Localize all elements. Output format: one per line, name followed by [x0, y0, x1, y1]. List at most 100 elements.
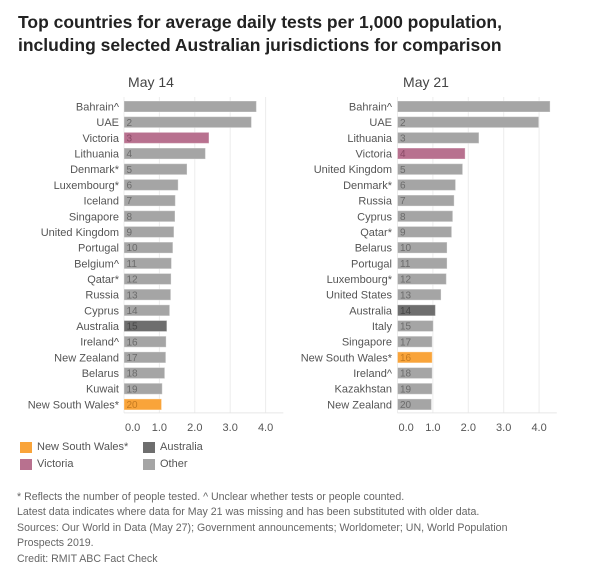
bar: [123, 147, 206, 160]
footnote-sources: Sources: Our World in Data (May 27); Gov…: [17, 521, 508, 534]
legend-label-nsw: New South Wales*: [37, 441, 129, 453]
bar: [123, 163, 188, 176]
rank-label: 14: [127, 306, 139, 317]
bar-row: Qatar* 12: [87, 272, 172, 286]
rank-label: 5: [400, 165, 406, 176]
bar-row: Lithuania 3: [347, 131, 480, 145]
rank-label: 8: [127, 212, 133, 223]
legend-swatch-victoria: [20, 459, 32, 470]
category-label: Portugal: [78, 243, 119, 255]
bar-row: Australia 15: [76, 320, 168, 333]
bar: [397, 272, 447, 285]
category-label: UAE: [369, 117, 392, 129]
rank-label: 13: [127, 290, 139, 301]
rank-label: 11: [400, 259, 411, 270]
category-label: Victoria: [356, 149, 393, 161]
category-label: Ireland^: [353, 368, 393, 380]
category-label: United States: [326, 290, 393, 302]
x-tick-label: 1.0: [425, 422, 440, 434]
rank-label: 3: [400, 133, 406, 144]
rank-label: 12: [400, 275, 412, 286]
category-label: Singapore: [342, 337, 392, 349]
bar-row: New Zealand 20: [327, 398, 432, 411]
chart-title-line-1: Top countries for average daily tests pe…: [18, 12, 502, 32]
bar-row: Singapore 17: [342, 335, 433, 349]
rank-label: 10: [400, 243, 412, 254]
category-label: Australia: [349, 305, 393, 317]
rank-label: 9: [127, 228, 133, 239]
category-label: Belgium^: [74, 258, 120, 270]
category-label: New Zealand: [327, 399, 392, 411]
x-tick-label: 1.0: [152, 422, 167, 434]
bar-row: United Kingdom 5: [314, 163, 464, 176]
bar-row: Kazakhstan 19: [335, 382, 433, 396]
rank-label: 6: [127, 181, 133, 192]
category-label: Qatar*: [360, 227, 393, 239]
bar: [123, 288, 172, 301]
bar-row: Australia 14: [349, 304, 436, 317]
legend-swatch-nsw: [20, 442, 32, 453]
category-label: Cyprus: [357, 211, 392, 223]
bar-row: New Zealand 17: [54, 351, 167, 364]
bar-row: Kuwait 19: [86, 382, 163, 396]
bar: [397, 163, 464, 176]
rank-label: 19: [400, 384, 412, 395]
bar: [397, 367, 433, 380]
category-label: Belarus: [82, 368, 120, 380]
bar-row: Luxembourg* 12: [327, 272, 447, 286]
bar: [397, 225, 453, 238]
bar: [397, 131, 480, 144]
rank-label: 9: [400, 228, 406, 239]
bar: [123, 398, 163, 411]
bar-charts: May 14 0.0 1.0 2.0 3.0 4.0 Bahrain^ UAE 2 Victori…: [28, 74, 557, 434]
bar-row: Lithuania 4: [74, 147, 206, 161]
rank-label: 14: [400, 306, 412, 317]
rank-label: 2: [400, 118, 406, 129]
rank-label: 13: [400, 290, 412, 301]
legend-label-victoria: Victoria: [37, 458, 74, 470]
bar-row: Belarus 10: [355, 241, 448, 255]
rank-label: 17: [127, 353, 139, 364]
chart-may-14: May 14 0.0 1.0 2.0 3.0 4.0 Bahrain^ UAE 2 Victori…: [28, 74, 284, 434]
bar: [123, 382, 163, 395]
bar: [123, 241, 174, 254]
bar-row: New South Wales* 16: [301, 351, 433, 364]
x-tick-label: 4.0: [258, 422, 273, 434]
bar-row: Belgium^ 11: [74, 257, 172, 270]
pane-title: May 21: [403, 74, 449, 90]
bar: [123, 304, 171, 317]
footnote-sources-cont: Prospects 2019.: [17, 537, 94, 550]
bar: [123, 272, 172, 285]
rank-label: 16: [400, 353, 412, 364]
category-label: Denmark*: [343, 180, 393, 192]
category-label: Lithuania: [74, 149, 120, 161]
rank-label: 6: [400, 181, 406, 192]
pane-title: May 14: [128, 74, 174, 90]
bar-row: United Kingdom 9: [41, 225, 175, 239]
category-label: Kuwait: [86, 384, 119, 396]
category-label: Portugal: [351, 258, 392, 270]
bar: [397, 304, 436, 317]
bar: [123, 351, 167, 364]
category-label: Italy: [372, 321, 393, 333]
bar-row: United States 13: [326, 288, 442, 302]
x-tick-label: 0.0: [399, 422, 414, 434]
rank-label: 4: [400, 149, 406, 160]
bar-row: Denmark* 6: [343, 178, 457, 192]
bar-row: UAE 2: [369, 116, 540, 129]
rank-label: 15: [400, 322, 412, 333]
bar: [397, 210, 454, 223]
rank-label: 15: [127, 322, 139, 333]
bar-row: Portugal 11: [351, 257, 448, 270]
bar-row: Bahrain^: [76, 100, 257, 114]
bar-row: Victoria 3: [83, 131, 210, 145]
category-label: UAE: [96, 117, 119, 129]
legend-label-other: Other: [160, 458, 188, 470]
footnotes: * Reflects the number of people tested. …: [17, 490, 507, 567]
category-label: Denmark*: [70, 164, 120, 176]
bar-row: Qatar* 9: [360, 225, 453, 239]
category-label: Kazakhstan: [335, 384, 392, 396]
category-label: Belarus: [355, 243, 393, 255]
rank-label: 7: [127, 196, 133, 207]
category-label: New South Wales*: [301, 352, 393, 364]
